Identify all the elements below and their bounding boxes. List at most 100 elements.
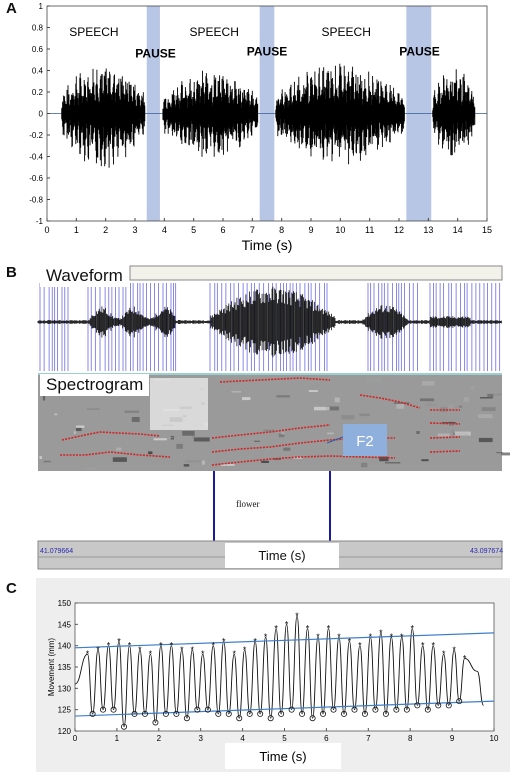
- trough-marker: [320, 710, 327, 717]
- peak-marker: *: [452, 645, 456, 655]
- trough-marker: [445, 702, 452, 709]
- x-tick-label: 2: [157, 734, 162, 743]
- x-tick-label: 3: [132, 225, 137, 235]
- interval-word-label: flower: [236, 499, 260, 509]
- trough-marker: [456, 698, 463, 705]
- f2-arrow: [326, 436, 344, 444]
- view-start-time: 41.079664: [40, 548, 74, 555]
- trough-marker: [267, 715, 274, 722]
- x-tick-label: 7: [366, 734, 371, 743]
- spectral-band: [314, 406, 330, 411]
- spectral-band: [276, 395, 290, 398]
- y-tick-label: 150: [58, 599, 72, 608]
- speech-waveform: [61, 63, 476, 168]
- spectral-band: [86, 408, 100, 410]
- y-tick-label: -0.4: [29, 153, 43, 162]
- peak-marker: *: [316, 632, 320, 642]
- trough-marker: [361, 710, 368, 717]
- spectral-band: [202, 460, 205, 465]
- peak-marker: *: [107, 641, 111, 651]
- x-axis-label-box: [225, 743, 341, 769]
- spectral-band: [278, 433, 285, 438]
- spectral-band: [334, 397, 340, 403]
- y-tick-label: -0.2: [29, 131, 43, 140]
- trough-marker: [257, 710, 264, 717]
- formant-track: [219, 377, 331, 383]
- trough-marker: [162, 710, 169, 717]
- y-tick-label: 140: [58, 642, 72, 651]
- peak-marker: *: [337, 632, 341, 642]
- panel-a-waveform-chart: 0 1 2 3 4 5 6 7 8 9 10 11 12 13 14 1510.80.60.40.20-0.2…: [29, 2, 492, 253]
- y-tick-label: 125: [58, 706, 72, 715]
- waveform-label: Waveform: [40, 265, 129, 287]
- spectral-band: [183, 464, 190, 467]
- x-tick-label: 6: [220, 225, 225, 235]
- y-tick-label: 120: [58, 727, 72, 736]
- top-scroll-bar: [129, 265, 503, 281]
- spectral-band: [487, 394, 494, 398]
- lower-trend-line: [74, 700, 495, 717]
- trough-marker: [278, 710, 285, 717]
- trough-marker: [131, 710, 138, 717]
- spectral-band: [449, 421, 454, 427]
- spectral-band: [454, 431, 471, 436]
- trough-marker: [204, 706, 211, 713]
- spectral-band: [469, 386, 475, 389]
- x-tick-label: 0: [44, 225, 49, 235]
- spectral-band: [419, 398, 435, 402]
- f2-callout-label: F2: [356, 433, 374, 450]
- spectral-band: [327, 432, 334, 435]
- peak-marker: *: [327, 624, 331, 634]
- trough-marker: [89, 710, 96, 717]
- trough-marker: [340, 710, 347, 717]
- spectral-band: [422, 381, 435, 386]
- spectral-band: [39, 456, 42, 460]
- x-tick-label: 12: [394, 225, 404, 235]
- spectral-band: [73, 431, 76, 434]
- formant-track: [429, 436, 461, 439]
- trough-marker: [152, 719, 159, 726]
- spectral-band: [441, 422, 456, 424]
- peak-marker: *: [369, 632, 373, 642]
- peak-marker: *: [274, 624, 278, 634]
- y-tick-label: 0.6: [32, 45, 44, 54]
- peak-marker: *: [117, 636, 121, 646]
- trough-marker: [288, 706, 295, 713]
- pause-annotation: PAUSE: [247, 44, 287, 58]
- spectral-band: [451, 429, 454, 433]
- peak-marker: *: [128, 641, 132, 651]
- spectral-band: [112, 457, 127, 462]
- x-axis-label: Time (s): [242, 237, 293, 253]
- x-tick-label: 15: [482, 225, 492, 235]
- x-tick-label: 1: [115, 734, 120, 743]
- formant-track: [359, 394, 421, 409]
- peak-marker: *: [379, 628, 383, 638]
- peak-marker: *: [159, 641, 163, 651]
- spectral-band: [215, 426, 229, 429]
- y-tick-label: 0.4: [32, 67, 44, 76]
- x-tick-label: 3: [198, 734, 203, 743]
- x-tick-label: 10: [335, 225, 345, 235]
- trough-marker: [183, 715, 190, 722]
- spectral-band: [254, 440, 260, 442]
- spectral-band: [76, 425, 85, 428]
- plot-frame: [74, 602, 495, 732]
- x-tick-label: 8: [408, 734, 413, 743]
- trough-marker: [121, 723, 128, 730]
- spectral-band: [359, 413, 370, 417]
- peak-marker: *: [390, 632, 394, 642]
- trough-marker: [225, 710, 232, 717]
- spectral-band: [76, 427, 82, 432]
- trough-marker: [351, 706, 358, 713]
- peak-marker: *: [285, 619, 289, 629]
- x-tick-label: 9: [450, 734, 455, 743]
- spectral-silence-patch: [150, 378, 208, 430]
- peak-marker: *: [358, 641, 362, 651]
- peak-marker: *: [138, 645, 142, 655]
- y-tick-label: 130: [58, 684, 72, 693]
- spectral-band: [168, 437, 174, 439]
- spectral-band: [416, 431, 420, 434]
- spectral-band: [242, 397, 251, 401]
- peak-marker: *: [212, 641, 216, 651]
- spectrogram-label: Spectrogram: [40, 374, 150, 396]
